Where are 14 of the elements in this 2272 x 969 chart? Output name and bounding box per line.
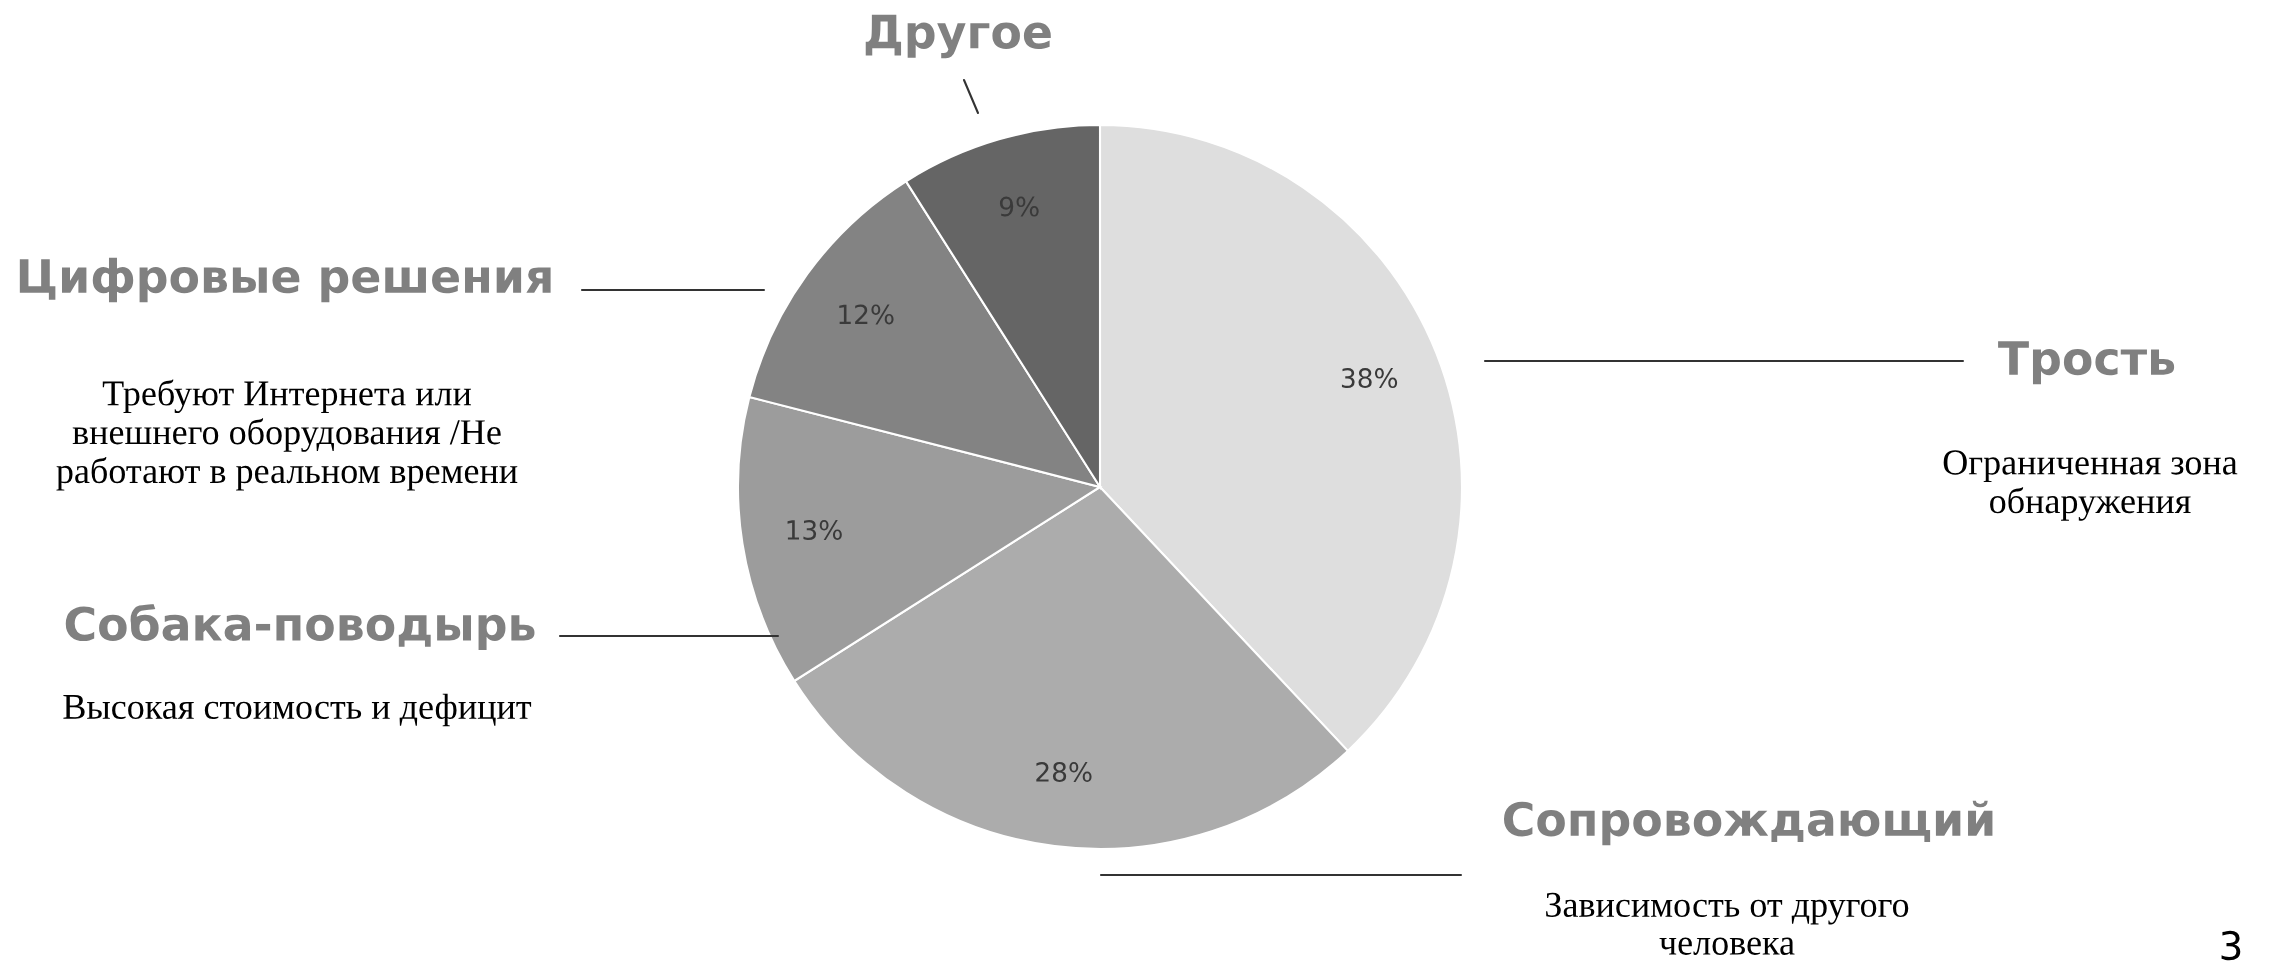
data-label: 28% xyxy=(1036,762,1092,782)
slice-label: Собака-поводырь xyxy=(65,604,535,650)
data-label: 12% xyxy=(839,304,894,325)
text: Зависимость от другого человека xyxy=(1546,892,1909,955)
slice-label: Цифровые решения xyxy=(19,257,551,303)
text: 3 xyxy=(2221,930,2241,961)
text: Ограниченная зона обнаружения xyxy=(1943,450,2238,521)
data-label: 38% xyxy=(1341,368,1398,389)
slice-label: Трость xyxy=(1998,341,2175,385)
text: Высокая стоимость и дефицит xyxy=(63,693,532,727)
slice-label: Сопровождающий xyxy=(1503,800,1993,846)
slice-label: Другое xyxy=(865,14,1051,59)
text: Требуют Интернета или внешнего оборудования /Не работают в реальном времени xyxy=(56,379,518,491)
data-label: 13% xyxy=(787,520,842,540)
